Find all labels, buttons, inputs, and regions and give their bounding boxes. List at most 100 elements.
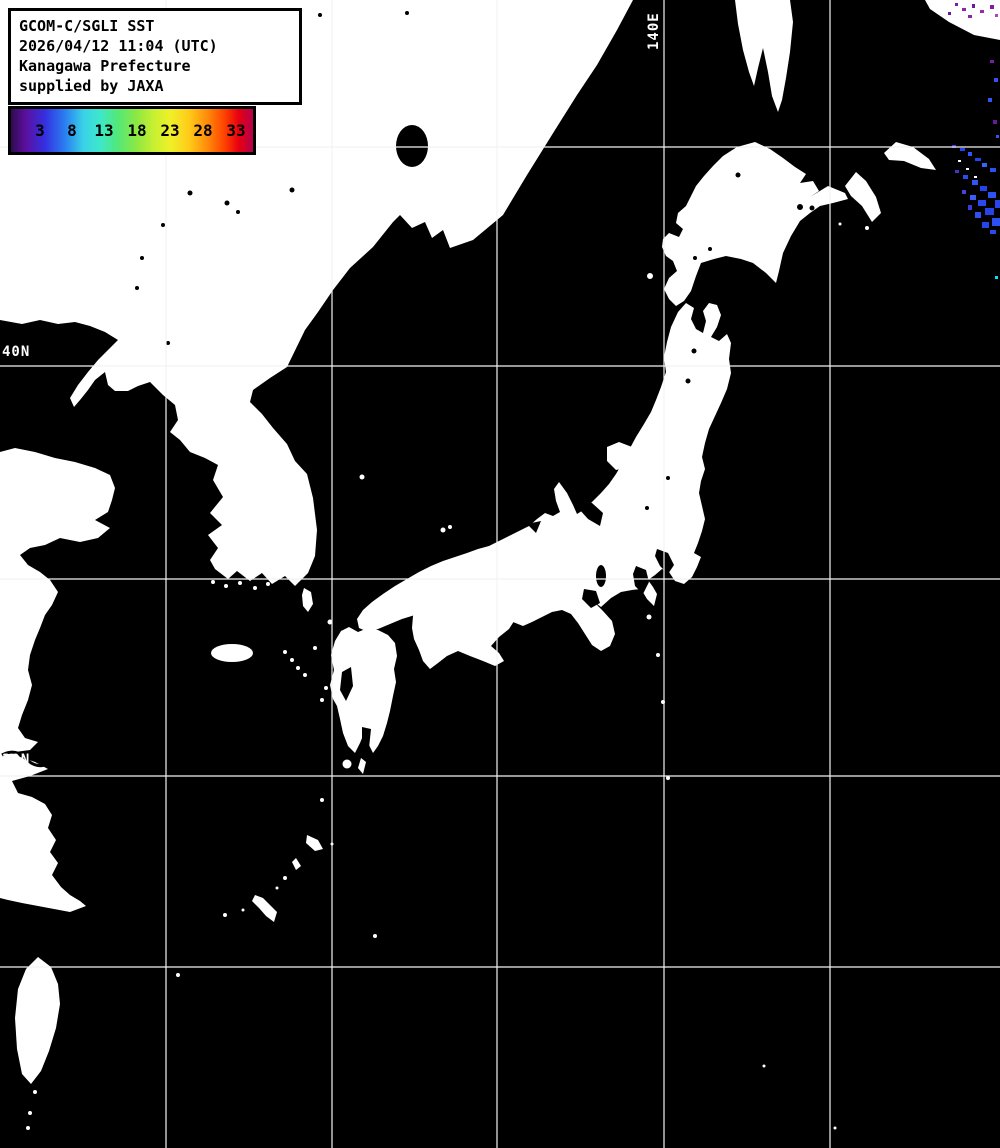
island-sado (607, 442, 637, 470)
islet-south-taiwan (33, 1090, 37, 1094)
landmass-etorofu (884, 142, 936, 170)
sst-data-pixels (948, 3, 1000, 279)
colorbar-tick: 33 (226, 121, 246, 140)
yangtze-river (1, 750, 46, 768)
tohoku-lake (645, 506, 649, 510)
lake-khanka (396, 125, 428, 167)
landmass-hokkaido (662, 142, 848, 306)
manchuria-lake (289, 187, 295, 193)
ryukyu-islet (275, 886, 279, 890)
colorbar-tick: 8 (67, 121, 77, 140)
toyama-bay (577, 499, 603, 526)
colorbar-tick: 28 (193, 121, 213, 140)
island-daito (373, 934, 377, 938)
island-ulleungdo (359, 474, 365, 480)
izu-islet (656, 653, 660, 657)
landmass-taiwan (15, 957, 60, 1084)
izu-islet (666, 776, 670, 780)
island-goto (290, 658, 294, 662)
island-cheju (211, 644, 253, 662)
landmass-shikoku (412, 602, 516, 669)
kagoshima-bay (362, 727, 371, 748)
hokkaido-lake (735, 172, 741, 178)
island-oki (440, 527, 446, 533)
islet-pacific (762, 1064, 766, 1068)
ise-bay (633, 566, 649, 594)
landmass-sakhalin (735, 0, 793, 112)
product-info-box: GCOM-C/SGLI SST 2026/04/12 11:04 (UTC) K… (8, 8, 302, 105)
landmass-honshu (357, 303, 731, 651)
manchuria-lake (405, 11, 409, 15)
lake-biwa (596, 565, 606, 587)
sst-colorbar: 3 8 13 18 23 28 33 (8, 106, 256, 155)
tokara-islet (320, 798, 324, 802)
product-datetime: 2026/04/12 11:04 (UTC) (19, 37, 218, 55)
lake-towada (685, 378, 691, 384)
ryukyu-islet (223, 913, 227, 917)
tohoku-lake (691, 348, 697, 354)
korea-south-islet (238, 581, 242, 585)
island-awaji (573, 600, 587, 622)
wakasa-bay (527, 521, 541, 533)
manchuria-lake (318, 13, 322, 17)
island-tanegashima (358, 758, 366, 774)
korea-south-islet (253, 586, 257, 590)
colorbar-tick: 3 (35, 121, 45, 140)
island-amakusa (324, 686, 328, 690)
korea-south-islet (211, 580, 215, 584)
manchuria-lake (224, 200, 230, 206)
small-islands-layer (26, 222, 869, 1130)
tohoku-lake (666, 476, 670, 480)
product-title: GCOM-C/SGLI SST (19, 17, 155, 35)
island-yakushima (342, 759, 352, 769)
hokkaido-lake (797, 204, 803, 210)
islet-south-taiwan (26, 1126, 30, 1130)
island-goto (296, 666, 300, 670)
longitude-label-140e: 140E (646, 12, 662, 50)
korea-south-islet (266, 582, 270, 586)
landmass-kyushu (330, 627, 397, 753)
hokkaido-lake (708, 247, 712, 251)
island-okinawa (252, 895, 277, 922)
izu-islet (646, 614, 652, 620)
island-amami (306, 835, 323, 851)
manchuria-lake (187, 190, 193, 196)
islet-south-taiwan (28, 1111, 32, 1115)
island-oki-2 (448, 525, 452, 529)
manchuria-lake (140, 256, 144, 260)
manchuria-lake (135, 286, 139, 290)
manchuria-lake (166, 341, 170, 345)
manchuria-lake (161, 223, 165, 227)
product-credit: supplied by JAXA (19, 77, 164, 95)
ryukyu-islet (283, 876, 287, 880)
island-tsushima (302, 588, 313, 612)
latitude-label-30n: 30N (2, 752, 31, 768)
island-shikotan (865, 226, 869, 230)
hokkaido-lake (693, 256, 697, 260)
latitude-label-40n: 40N (2, 344, 31, 360)
island-miyako (176, 973, 180, 977)
hokkaido-lake (809, 205, 815, 211)
ryukyu-islet (241, 908, 245, 912)
island-iki (327, 619, 333, 625)
landmass-kunashiri (845, 172, 881, 222)
islet-pacific (833, 1126, 837, 1130)
colorbar-tick: 18 (127, 121, 147, 140)
island-okushiri (647, 273, 653, 279)
island-goto (283, 650, 287, 654)
landmass-china-coast (0, 448, 115, 912)
product-region: Kanagawa Prefecture (19, 57, 191, 75)
colorbar-tick: 23 (160, 121, 180, 140)
island-hirado (313, 646, 317, 650)
habomai-islet (838, 222, 842, 226)
manchuria-lake (236, 210, 240, 214)
island-goto (303, 673, 307, 677)
osaka-bay (582, 589, 600, 608)
island-amakusa (320, 698, 324, 702)
colorbar-tick: 13 (94, 121, 114, 140)
lakes-and-bays-layer (1, 11, 815, 768)
seto-islet (486, 598, 490, 602)
island-tokunoshima (292, 858, 301, 870)
